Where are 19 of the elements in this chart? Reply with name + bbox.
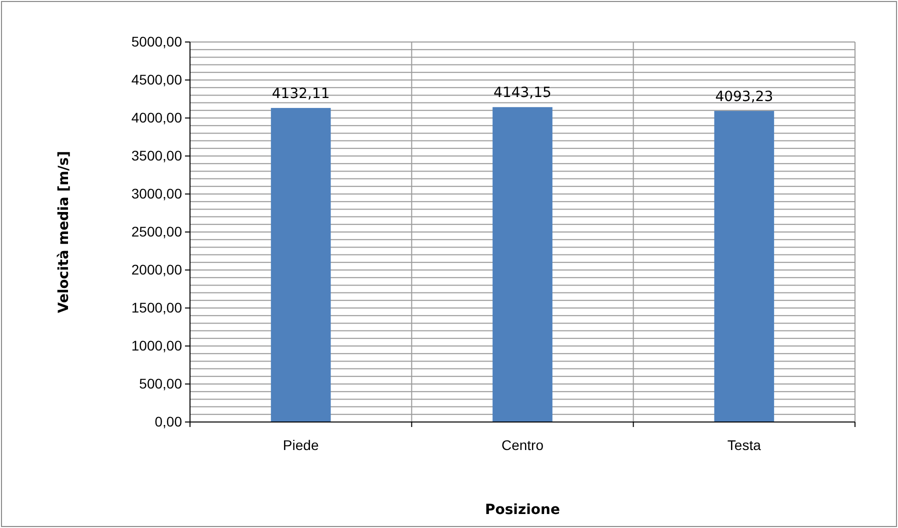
x-tick-label: Centro (501, 437, 544, 454)
y-tick-label: 500,00 (139, 375, 182, 392)
data-label: 4143,15 (494, 85, 552, 102)
y-tick-label: 1500,00 (131, 299, 182, 316)
y-axis-title: Velocità media [m/s] (56, 150, 72, 314)
x-axis-title: Posizione (484, 502, 560, 518)
y-tick-label: 3000,00 (131, 185, 182, 202)
x-tick-label: Testa (727, 437, 762, 454)
y-tick-label: 3500,00 (131, 147, 182, 164)
y-tick-label: 2000,00 (131, 261, 182, 278)
data-label: 4093,23 (715, 88, 774, 105)
y-tick-label: 5000,00 (131, 33, 182, 50)
y-tick-label: 4500,00 (131, 71, 182, 88)
y-tick-label: 0,00 (154, 413, 182, 430)
data-label: 4132,11 (272, 86, 330, 102)
x-tick-label: Piede (282, 437, 319, 454)
y-tick-label: 1000,00 (131, 337, 182, 354)
y-tick-label: 4000,00 (131, 109, 182, 126)
y-tick-label: 2500,00 (131, 223, 182, 240)
